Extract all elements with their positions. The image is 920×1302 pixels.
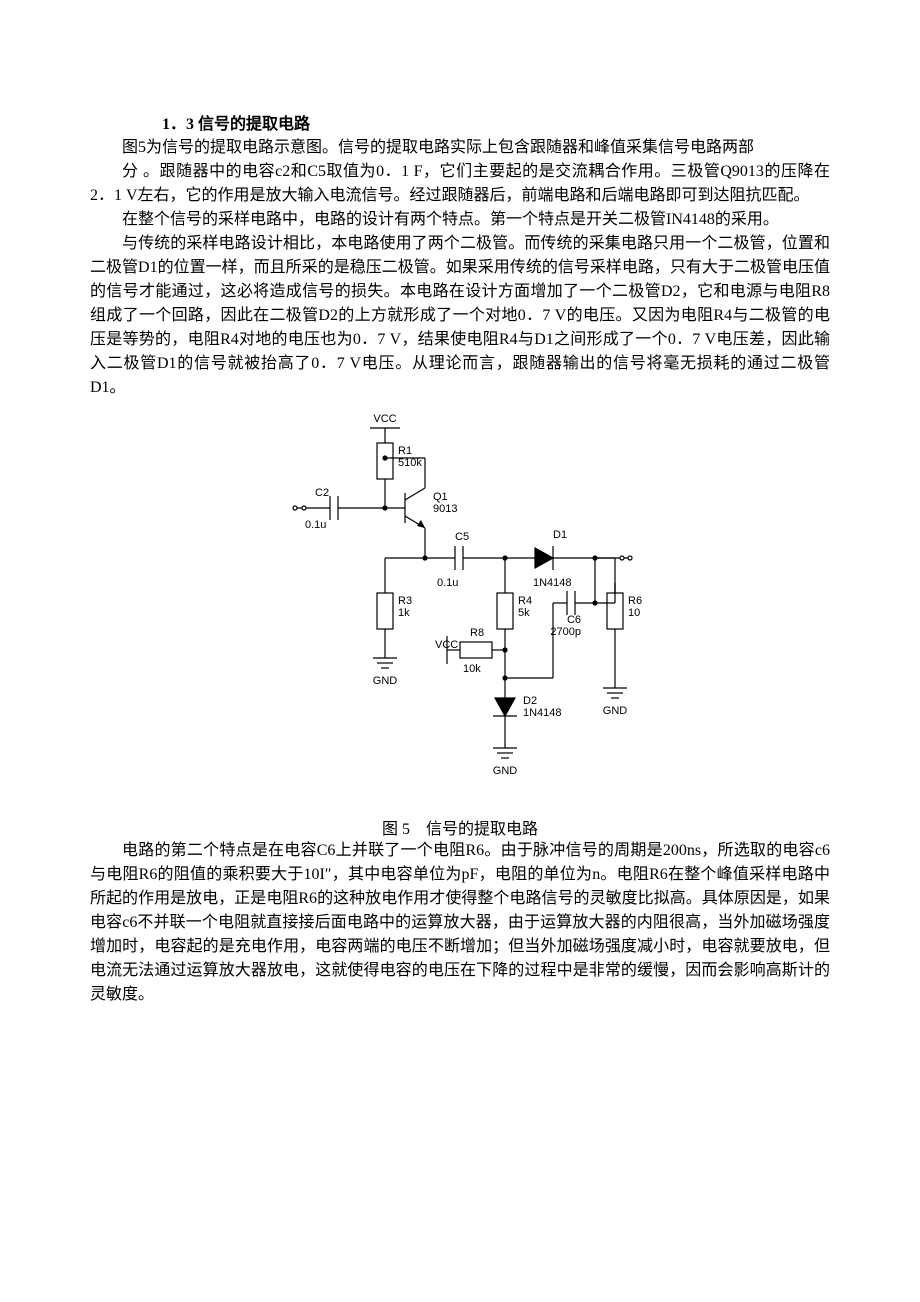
label-gnd3: GND (603, 705, 628, 717)
label-c6v: 2700p (550, 626, 581, 638)
label-c2v: 0.1u (305, 519, 326, 531)
paragraph-1: 图5为信号的提取电路示意图。信号的提取电路实际上包含跟随器和峰值采集信号电路两部 (90, 136, 830, 160)
label-c2: C2 (315, 487, 329, 499)
label-r3: R3 (398, 595, 412, 607)
label-d2: D2 (523, 695, 537, 707)
paragraph-5: 电路的第二个特点是在电容C6上并联了一个电阻R6。由于脉冲信号的周期是200ns… (90, 839, 830, 1007)
label-r6: R6 (628, 595, 642, 607)
label-q1: Q1 (433, 491, 448, 503)
label-d1v: 1N4148 (533, 577, 572, 589)
label-r3v: 1k (398, 607, 410, 619)
label-r4v: 5k (518, 607, 530, 619)
circuit-diagram: VCC R1 510k C2 0.1u Q1 9013 (90, 408, 830, 813)
label-r8v: 10k (463, 663, 481, 675)
label-gnd2: GND (493, 765, 518, 777)
label-c5v: 0.1u (437, 577, 458, 589)
label-d1: D1 (553, 529, 567, 541)
circuit-svg: VCC R1 510k C2 0.1u Q1 9013 (275, 408, 645, 808)
diagram-caption: 图 5 信号的提取电路 (90, 815, 830, 839)
label-r4: R4 (518, 595, 532, 607)
section-title: 1．3 信号的提取电路 (162, 110, 830, 134)
label-gnd1: GND (373, 675, 398, 687)
paragraph-4: 与传统的采样电路设计相比，本电路使用了两个二极管。而传统的采集电路只用一个二极管… (90, 232, 830, 400)
label-r8: R8 (470, 627, 484, 639)
paragraph-3: 在整个信号的采样电路中，电路的设计有两个特点。第一个特点是开关二极管IN4148… (90, 208, 830, 232)
label-r1v: 510k (398, 457, 422, 469)
label-r1: R1 (398, 445, 412, 457)
label-q1v: 9013 (433, 503, 457, 515)
label-d2v: 1N4148 (523, 707, 562, 719)
label-c6: C6 (567, 614, 581, 626)
label-vcc1: VCC (373, 413, 396, 425)
label-r6v: 10 (628, 607, 640, 619)
paragraph-2: 分 。跟随器中的电容c2和C5取值为0．1 F，它们主要起的是交流耦合作用。三极… (90, 160, 830, 208)
label-c5: C5 (455, 531, 469, 543)
